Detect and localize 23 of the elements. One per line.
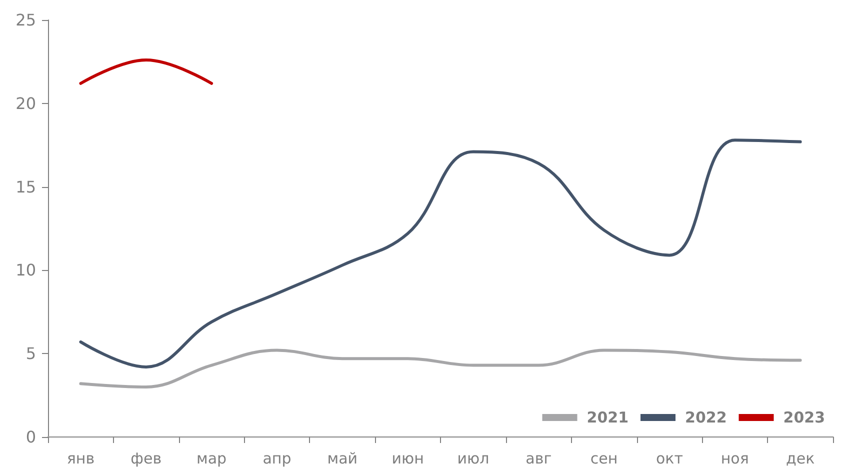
- y-tick-label: 20: [16, 94, 36, 113]
- x-tick-label: апр: [262, 450, 292, 468]
- y-tick-label: 10: [16, 260, 36, 280]
- line-series: [79, 138, 802, 368]
- x-tick-label: авг: [526, 450, 552, 468]
- legend-label: 2021: [586, 408, 629, 426]
- y-tick-label: 5: [26, 344, 36, 364]
- legend-label: 2022: [685, 408, 727, 426]
- line-series: [79, 348, 802, 388]
- x-tick-label: дек: [786, 450, 815, 468]
- x-tick-label: июл: [457, 450, 490, 468]
- x-tick-label: июн: [392, 450, 424, 468]
- x-tick-label: янв: [66, 450, 95, 468]
- x-tick-label: фев: [130, 450, 162, 468]
- y-tick-label: 15: [16, 177, 36, 196]
- y-tick-label: 25: [16, 10, 36, 30]
- legend-label: 2023: [783, 408, 825, 426]
- x-tick-label: ноя: [720, 450, 749, 468]
- x-tick-label: сен: [590, 450, 618, 468]
- x-tick-label: май: [327, 450, 358, 468]
- x-tick-label: окт: [656, 450, 684, 468]
- y-tick-label: 0: [26, 428, 36, 446]
- x-tick-label: мар: [196, 450, 227, 468]
